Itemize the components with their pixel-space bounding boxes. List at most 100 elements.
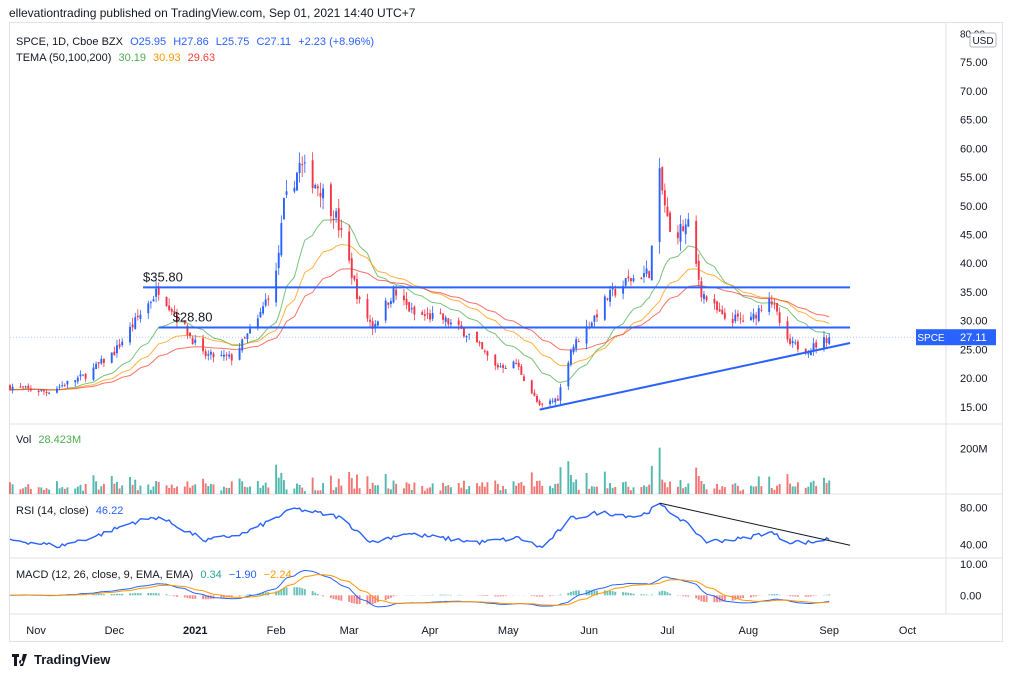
candle-body xyxy=(789,338,792,345)
volume-bar xyxy=(335,487,338,494)
volume-bar xyxy=(807,486,810,494)
macd-histogram-bar xyxy=(622,592,625,596)
candle-body xyxy=(629,278,632,282)
volume-bar xyxy=(410,489,413,494)
candle-body xyxy=(640,277,643,280)
volume-bar xyxy=(703,484,705,494)
candle-body xyxy=(731,318,734,324)
volume-bar xyxy=(426,488,429,494)
volume-bar xyxy=(815,485,818,494)
volume-bar xyxy=(228,487,231,494)
macd-tick-label: 0.00 xyxy=(960,590,981,602)
time-tick-label: Apr xyxy=(421,625,438,637)
rsi-trendline xyxy=(659,502,851,546)
candle-body xyxy=(442,313,445,320)
candle-body xyxy=(241,339,244,351)
volume-bar xyxy=(147,484,150,494)
volume-bar xyxy=(622,482,625,494)
candle-body xyxy=(648,271,651,279)
macd-histogram-bar xyxy=(538,595,541,597)
volume-bar xyxy=(523,485,525,494)
candle-body xyxy=(402,295,405,301)
volume-bar xyxy=(658,447,661,494)
volume-bar xyxy=(118,488,121,494)
volume-bar xyxy=(170,484,173,494)
macd-histogram-bar xyxy=(152,593,155,596)
volume-bar xyxy=(220,490,223,494)
volume-legend: Vol 28.423M xyxy=(16,434,85,446)
volume-bar xyxy=(825,482,828,494)
volume-bar xyxy=(742,489,745,494)
volume-bar xyxy=(468,486,471,494)
candle-body xyxy=(134,317,137,329)
candle-body xyxy=(225,354,228,356)
macd-histogram-bar xyxy=(212,595,215,599)
candle-body xyxy=(768,298,771,312)
candle-body xyxy=(202,338,205,352)
macd-histogram-bar xyxy=(611,591,614,596)
volume-bar xyxy=(207,486,210,494)
macd-histogram-bar xyxy=(713,595,716,603)
volume-bar xyxy=(716,483,718,494)
rsi-legend: RSI (14, close) 46.22 xyxy=(16,505,127,517)
volume-bar xyxy=(337,478,340,494)
volume-bar xyxy=(549,485,552,494)
macd-histogram-bar xyxy=(682,595,685,597)
volume-bar xyxy=(494,480,497,494)
legend-high: H27.86 xyxy=(173,36,209,48)
volume-bar xyxy=(191,485,194,494)
tradingview-footer[interactable]: TradingView xyxy=(12,652,110,667)
macd-histogram-bar xyxy=(116,593,118,596)
axes: 80.00 75.00 70.00 65.00 60.00 55.00 50.00 45.00… xyxy=(26,29,997,637)
candle-body xyxy=(575,339,578,349)
candle-body xyxy=(515,363,518,365)
macd-histogram-bar xyxy=(439,594,442,596)
volume-bar xyxy=(645,486,648,494)
volume-bar xyxy=(504,489,507,494)
macd-histogram-bar xyxy=(204,595,207,600)
macd-histogram-bar xyxy=(155,593,158,596)
candle-body xyxy=(423,314,426,316)
candle-body xyxy=(61,385,64,387)
price-tick-label: 25.00 xyxy=(960,344,988,356)
candle-body xyxy=(465,336,468,338)
candle-body xyxy=(577,341,580,343)
volume-bar xyxy=(301,487,304,494)
macd-histogram-bar xyxy=(749,595,752,598)
candle-body xyxy=(650,245,653,281)
candle-body xyxy=(593,315,596,322)
price-tick-label: 65.00 xyxy=(960,115,988,127)
candle-body xyxy=(277,252,280,269)
candle-body xyxy=(9,385,11,390)
candle-body xyxy=(189,332,191,336)
macd-histogram-bar xyxy=(716,595,718,603)
macd-histogram-bar xyxy=(812,595,815,596)
volume-bar xyxy=(538,480,541,494)
candle-body xyxy=(267,298,270,300)
candle-body xyxy=(37,390,40,392)
candle-body xyxy=(556,398,559,401)
macd-histogram-bar xyxy=(536,595,538,597)
candle-body xyxy=(723,312,726,319)
candle-body xyxy=(533,392,536,396)
volume-bar xyxy=(541,485,544,494)
volume-bar xyxy=(752,486,755,494)
macd-histogram-bar xyxy=(384,595,387,601)
volume-bar xyxy=(502,485,505,494)
last-price-value: 27.11 xyxy=(960,332,987,344)
macd-histogram-bar xyxy=(282,587,285,596)
volume-bar xyxy=(551,488,554,494)
volume-bar xyxy=(663,482,666,494)
volume-bar xyxy=(624,481,627,494)
volume-bar xyxy=(499,490,502,494)
volume-bar xyxy=(384,474,387,494)
candle-body xyxy=(478,342,481,344)
volume-bar xyxy=(19,489,22,494)
volume-bar xyxy=(76,486,79,494)
macd-histogram-bar xyxy=(337,595,340,601)
volume-bar xyxy=(593,486,596,494)
candle-body xyxy=(679,224,682,242)
volume-bar xyxy=(22,488,24,494)
tema-lines xyxy=(9,218,830,391)
